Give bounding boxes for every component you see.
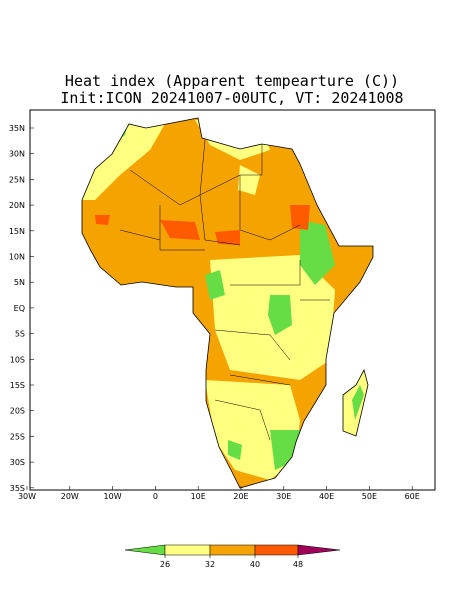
lat-label: 30N bbox=[9, 150, 25, 159]
lon-label: 40E bbox=[319, 492, 334, 501]
lat-label: 10N bbox=[9, 253, 25, 262]
green-zone bbox=[300, 220, 335, 285]
colorbar-label: 26 bbox=[160, 560, 170, 569]
lon-label: 0 bbox=[153, 492, 158, 501]
borders bbox=[119, 139, 330, 441]
title-line-2: Init:ICON 20241007-00UTC, VT: 20241008 bbox=[60, 89, 403, 107]
lat-label: 25N bbox=[9, 175, 25, 184]
coastline bbox=[81, 117, 374, 489]
colorbar-segment bbox=[164, 544, 211, 556]
lon-label: 20E bbox=[233, 492, 248, 501]
red-zone bbox=[215, 230, 240, 245]
lon-label: 50E bbox=[362, 492, 377, 501]
lat-label: EQ bbox=[14, 304, 25, 313]
lat-label: 35N bbox=[9, 124, 25, 133]
lon-label: 20W bbox=[61, 492, 79, 501]
lon-label: 10W bbox=[104, 492, 122, 501]
red-zone bbox=[160, 220, 200, 240]
green-zone bbox=[228, 440, 242, 460]
lat-label: 10S bbox=[10, 355, 25, 364]
map-frame bbox=[29, 109, 436, 491]
map bbox=[29, 109, 436, 491]
red-zone bbox=[95, 215, 110, 225]
lat-label: 5N bbox=[14, 278, 25, 287]
title-line-1: Heat index (Apparent tempearture (C)) bbox=[65, 72, 399, 90]
yellow-zone bbox=[238, 165, 260, 195]
green-zone bbox=[205, 270, 225, 300]
lat-label: 25S bbox=[10, 432, 25, 441]
colorbar-high bbox=[297, 544, 341, 556]
lon-label: 60E bbox=[405, 492, 420, 501]
colorbar-segment bbox=[254, 544, 299, 556]
lat-label: 20N bbox=[9, 201, 25, 210]
colorbar-label: 48 bbox=[293, 560, 303, 569]
lat-label: 15S bbox=[10, 381, 25, 390]
lat-label: 5S bbox=[15, 330, 25, 339]
green-zone bbox=[352, 385, 364, 420]
colorbar bbox=[124, 544, 341, 556]
lon-label: 10E bbox=[191, 492, 206, 501]
colorbar-label: 40 bbox=[250, 560, 260, 569]
lat-label: 35S bbox=[10, 484, 25, 493]
lat-label: 15N bbox=[9, 227, 25, 236]
colorbar-label: 32 bbox=[205, 560, 215, 569]
lat-label: 20S bbox=[10, 407, 25, 416]
colorbar-segment bbox=[209, 544, 256, 556]
lon-label: 30W bbox=[18, 492, 36, 501]
red-zone bbox=[290, 205, 310, 230]
lon-label: 30E bbox=[276, 492, 291, 501]
lat-label: 30S bbox=[10, 458, 25, 467]
green-zone bbox=[268, 295, 292, 335]
